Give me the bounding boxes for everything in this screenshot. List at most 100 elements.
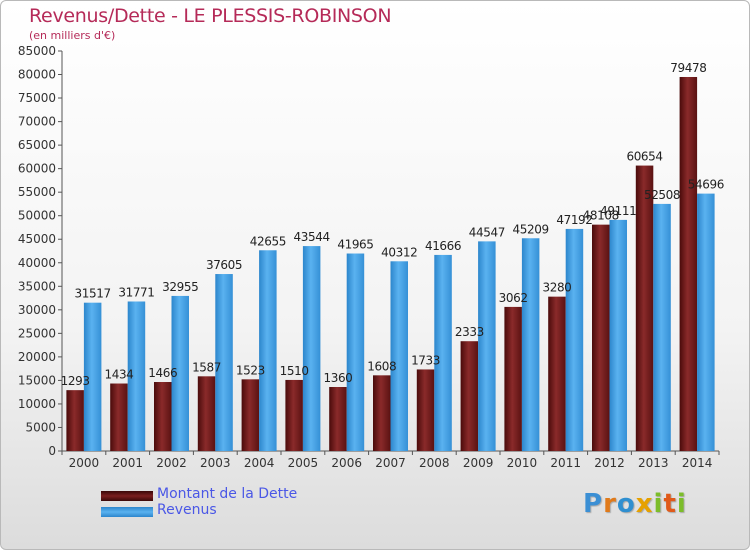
bar-revenus xyxy=(478,241,496,451)
data-label-revenus: 43544 xyxy=(294,230,330,244)
data-label-dette: 1434 xyxy=(104,368,133,382)
bar-dette xyxy=(373,375,391,451)
x-tick-label: 2014 xyxy=(682,456,713,470)
data-label-dette: 48108 xyxy=(583,209,619,223)
data-label-revenus: 52508 xyxy=(644,188,680,202)
data-label-dette: 3062 xyxy=(499,291,528,305)
y-tick-label: 55000 xyxy=(18,185,56,199)
y-tick-label: 35000 xyxy=(18,279,56,293)
bar-revenus xyxy=(83,302,102,451)
y-tick-label: 70000 xyxy=(18,115,56,129)
bar-revenus xyxy=(609,219,627,451)
bar-revenus xyxy=(565,228,584,451)
bar-dette xyxy=(548,296,566,451)
y-tick-label: 50000 xyxy=(18,209,56,223)
x-tick-label: 2011 xyxy=(550,456,581,470)
x-tick-label: 2008 xyxy=(419,456,450,470)
y-tick-label: 15000 xyxy=(18,373,56,387)
data-label-revenus: 31771 xyxy=(118,285,154,299)
bar-dette xyxy=(329,387,347,451)
legend-label-revenus: Revenus xyxy=(157,502,217,518)
data-label-dette: 1360 xyxy=(323,371,352,385)
y-tick-label: 30000 xyxy=(18,303,56,317)
logo-letter: i xyxy=(653,489,664,519)
y-tick-label: 10000 xyxy=(18,397,56,411)
bar-revenus xyxy=(521,238,540,451)
data-label-dette: 1466 xyxy=(148,366,177,380)
data-label-revenus: 41965 xyxy=(337,238,373,252)
bar-revenus xyxy=(215,274,233,451)
x-tick-label: 2009 xyxy=(463,456,494,470)
chart-title: Revenus/Dette - LE PLESSIS-ROBINSON xyxy=(29,5,392,27)
y-tick-label: 80000 xyxy=(18,68,56,82)
x-tick-label: 2007 xyxy=(375,456,406,470)
bar-revenus xyxy=(697,193,715,451)
y-tick-label: 40000 xyxy=(18,256,56,270)
x-tick-label: 2006 xyxy=(331,456,362,470)
data-label-revenus: 45209 xyxy=(513,222,549,236)
bar-dette xyxy=(679,76,698,451)
bar-revenus xyxy=(302,246,321,451)
data-label-dette: 1608 xyxy=(367,359,396,373)
data-label-dette: 1587 xyxy=(192,360,221,374)
bar-dette xyxy=(285,379,303,451)
data-label-dette: 2333 xyxy=(455,325,484,339)
bar-dette xyxy=(504,306,522,451)
bar-revenus xyxy=(390,261,408,451)
logo-letter: t xyxy=(663,489,677,519)
bar-dette xyxy=(154,382,172,451)
x-tick-label: 2004 xyxy=(244,456,275,470)
data-label-revenus: 40312 xyxy=(381,245,417,259)
data-label-revenus: 42655 xyxy=(250,234,286,248)
bar-dette xyxy=(416,369,435,451)
bar-dette xyxy=(110,383,128,451)
bar-dette xyxy=(241,379,260,451)
logo-letter: o xyxy=(616,489,636,519)
data-label-dette: 3280 xyxy=(542,281,571,295)
proxiti-logo: Proxiti xyxy=(583,489,687,519)
data-label-dette: 1523 xyxy=(236,363,265,377)
bar-revenus xyxy=(127,301,146,451)
y-tick-label: 5000 xyxy=(25,420,56,434)
x-tick-label: 2002 xyxy=(156,456,187,470)
data-label-dette: 79478 xyxy=(670,61,706,75)
logo-letter: P xyxy=(583,489,604,519)
legend-label-dette: Montant de la Dette xyxy=(157,486,298,502)
bar-dette xyxy=(197,376,216,451)
y-tick-label: 0 xyxy=(48,444,56,458)
data-label-revenus: 37605 xyxy=(206,258,242,272)
x-tick-label: 2001 xyxy=(112,456,143,470)
bar-dette xyxy=(592,224,610,451)
y-tick-label: 85000 xyxy=(18,44,56,58)
logo-letter: r xyxy=(603,489,617,519)
data-label-dette: 1510 xyxy=(280,364,309,378)
y-tick-label: 75000 xyxy=(18,91,56,105)
legend-swatch-dette xyxy=(101,491,153,501)
y-tick-label: 20000 xyxy=(18,350,56,364)
y-tick-label: 60000 xyxy=(18,162,56,176)
bar-revenus xyxy=(653,203,671,451)
data-label-revenus: 49111 xyxy=(600,204,636,218)
logo-letter: x xyxy=(635,489,654,519)
x-tick-label: 2005 xyxy=(288,456,319,470)
data-label-dette: 1293 xyxy=(61,374,90,388)
data-label-revenus: 47192 xyxy=(556,213,592,227)
bar-dette xyxy=(66,390,84,451)
bar-dette xyxy=(635,165,654,452)
data-label-revenus: 54696 xyxy=(688,178,724,192)
data-label-revenus: 44547 xyxy=(469,225,505,239)
data-label-dette: 1733 xyxy=(411,353,440,367)
legend-swatch-revenus xyxy=(101,507,153,517)
bar-revenus xyxy=(346,253,365,451)
data-label-revenus: 31517 xyxy=(75,287,111,301)
x-tick-label: 2013 xyxy=(638,456,669,470)
y-tick-label: 45000 xyxy=(18,232,56,246)
x-tick-label: 2003 xyxy=(200,456,231,470)
data-label-revenus: 41666 xyxy=(425,239,461,253)
y-tick-label: 65000 xyxy=(18,138,56,152)
x-tick-label: 2012 xyxy=(594,456,625,470)
data-label-revenus: 32955 xyxy=(162,280,198,294)
data-label-dette: 60654 xyxy=(626,150,662,164)
